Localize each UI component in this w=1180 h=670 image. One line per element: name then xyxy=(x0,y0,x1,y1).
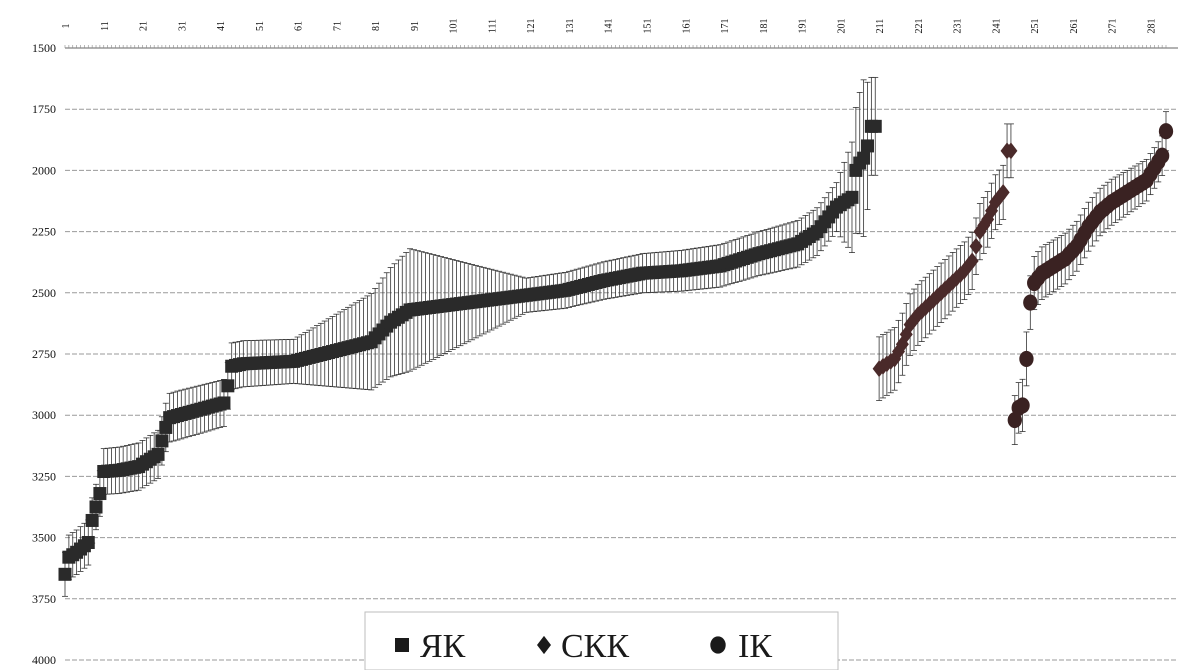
x-axis-ticks: 1 11 21 31 41 51 61 71 81 91 101 111 121 131 141 151 161… xyxy=(61,19,1157,34)
y-tick-label: 2500 xyxy=(32,286,56,300)
y-tick-label: 4000 xyxy=(32,653,56,667)
x-tick-label: 221 xyxy=(914,19,925,34)
y-tick-label: 3500 xyxy=(32,531,56,545)
x-tick-label: 261 xyxy=(1069,19,1080,34)
x-tick-label: 151 xyxy=(643,19,654,34)
x-tick-label: 231 xyxy=(953,19,964,34)
legend-label: СКК xyxy=(561,628,629,665)
legend-marker xyxy=(395,638,409,652)
data-point xyxy=(969,237,983,255)
y-tick-label: 2250 xyxy=(32,225,56,239)
y-axis-ticks: 1500 1750 2000 2250 2500 2750 3000 3250 3500 3750… xyxy=(32,41,56,667)
data-point xyxy=(81,535,95,549)
data-point xyxy=(845,190,859,204)
data-point xyxy=(217,396,231,410)
x-tick-label: 31 xyxy=(177,21,188,31)
data-point xyxy=(221,379,235,393)
x-tick-label: 281 xyxy=(1146,19,1157,34)
data-point xyxy=(857,151,871,165)
x-tick-label: 101 xyxy=(449,19,460,34)
x-tick-label: 271 xyxy=(1108,19,1119,34)
x-tick-label: 171 xyxy=(720,19,731,34)
x-tick-label: 91 xyxy=(410,21,421,31)
x-tick-label: 111 xyxy=(487,19,498,33)
data-point xyxy=(89,500,103,514)
data-point xyxy=(1023,294,1038,311)
data-point xyxy=(860,139,874,153)
data-point xyxy=(1019,350,1034,367)
legend: ЯК СКК ІК xyxy=(364,611,839,670)
x-tick-label: 121 xyxy=(526,19,537,34)
x-tick-label: 21 xyxy=(139,21,150,31)
x-tick-label: 1 xyxy=(61,24,72,29)
data-point xyxy=(965,252,979,270)
data-point xyxy=(1007,412,1022,429)
legend-label: ІК xyxy=(738,628,772,665)
data-point xyxy=(996,183,1010,201)
x-tick-label: 161 xyxy=(681,19,692,34)
data-point xyxy=(93,487,107,501)
y-tick-label: 1750 xyxy=(32,102,56,116)
error-bars xyxy=(62,76,1169,597)
x-tick-label: 11 xyxy=(100,21,111,31)
y-tick-label: 3000 xyxy=(32,408,56,422)
x-tick-label: 181 xyxy=(759,19,770,34)
x-tick-label: 211 xyxy=(875,19,886,34)
y-tick-label: 3250 xyxy=(32,469,56,483)
legend-marker xyxy=(537,635,551,655)
data-point xyxy=(151,447,165,461)
x-tick-label: 201 xyxy=(836,19,847,34)
y-tick-label: 2750 xyxy=(32,347,56,361)
legend-label: ЯК xyxy=(420,628,466,665)
x-tick-label: 241 xyxy=(991,19,1002,34)
data-point xyxy=(992,188,1006,206)
data-point xyxy=(868,119,882,133)
legend-marker xyxy=(710,636,726,654)
x-tick-label: 251 xyxy=(1030,19,1041,34)
x-tick-label: 141 xyxy=(604,19,615,34)
data-point xyxy=(1154,147,1170,164)
x-tick-label: 81 xyxy=(371,21,382,31)
gridlines xyxy=(64,45,1178,661)
data-point xyxy=(58,567,72,581)
x-tick-label: 131 xyxy=(565,19,576,34)
y-tick-label: 3750 xyxy=(32,592,56,606)
data-point xyxy=(988,193,1002,211)
data-point xyxy=(1004,142,1018,160)
data-point xyxy=(159,420,173,434)
y-tick-label: 1500 xyxy=(32,41,56,55)
y-tick-label: 2000 xyxy=(32,163,56,177)
x-tick-label: 61 xyxy=(294,21,305,31)
data-point xyxy=(85,513,99,527)
x-tick-label: 41 xyxy=(216,21,227,31)
data-point xyxy=(155,434,169,448)
legend-box xyxy=(364,611,839,670)
data-points xyxy=(58,119,1174,581)
x-tick-label: 191 xyxy=(798,19,809,34)
data-point xyxy=(1015,397,1030,414)
data-point xyxy=(1158,123,1174,140)
x-tick-label: 71 xyxy=(332,21,343,31)
x-tick-label: 51 xyxy=(255,21,266,31)
